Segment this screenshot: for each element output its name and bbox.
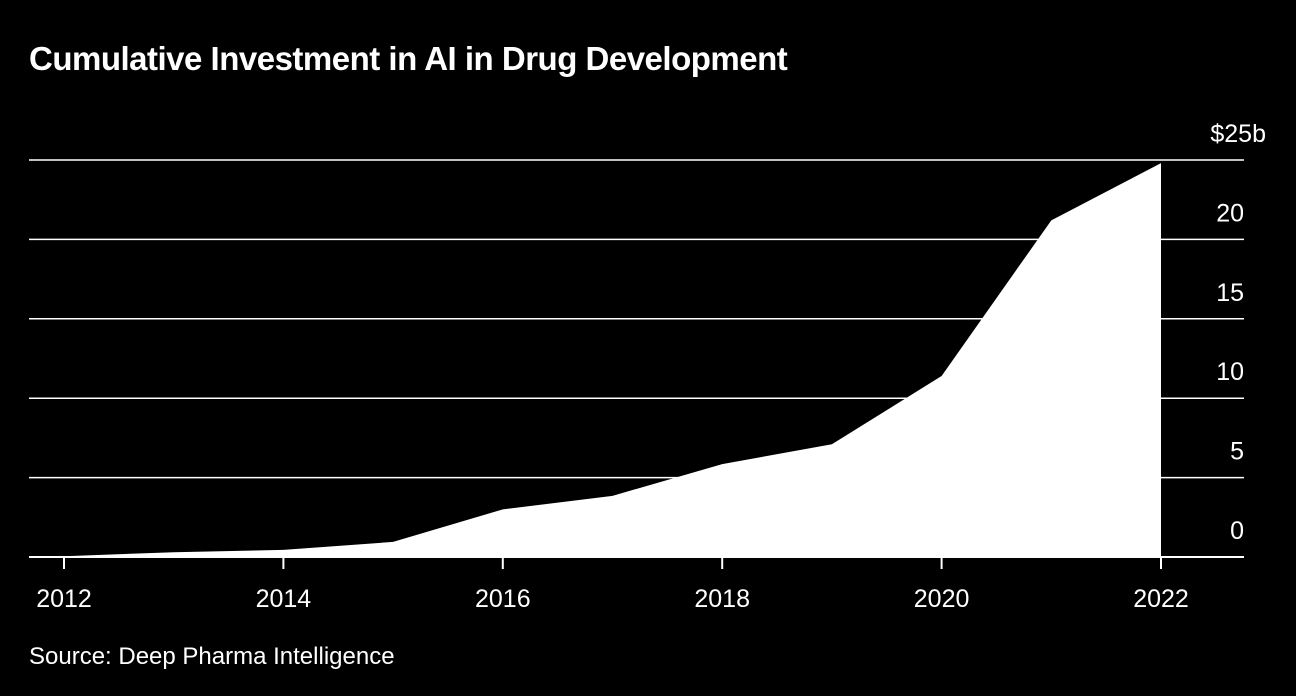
y-tick-label-5: 5	[1230, 438, 1244, 466]
x-tick-label-2018: 2018	[694, 585, 750, 613]
x-axis	[29, 556, 1244, 569]
y-tick-label-25: $25b	[1210, 120, 1266, 148]
y-tick-label-20: 20	[1216, 199, 1244, 227]
area-fill	[64, 163, 1161, 557]
area-series	[64, 163, 1161, 557]
source-note: Source: Deep Pharma Intelligence	[29, 643, 395, 670]
y-tick-label-10: 10	[1216, 358, 1244, 386]
x-tick-label-2014: 2014	[256, 585, 312, 613]
x-tick-label-2022: 2022	[1133, 585, 1189, 613]
x-axis-labels: 2012 2014 2016 2018 2020 2022	[36, 585, 1189, 613]
x-tick-label-2020: 2020	[914, 585, 970, 613]
y-tick-label-0: 0	[1230, 517, 1244, 545]
y-tick-label-15: 15	[1216, 279, 1244, 307]
chart-title: Cumulative Investment in AI in Drug Deve…	[29, 40, 788, 77]
x-tick-label-2016: 2016	[475, 585, 531, 613]
x-tick-label-2012: 2012	[36, 585, 92, 613]
y-axis-labels: 0 5 10 15 20 $25b	[1210, 120, 1266, 545]
